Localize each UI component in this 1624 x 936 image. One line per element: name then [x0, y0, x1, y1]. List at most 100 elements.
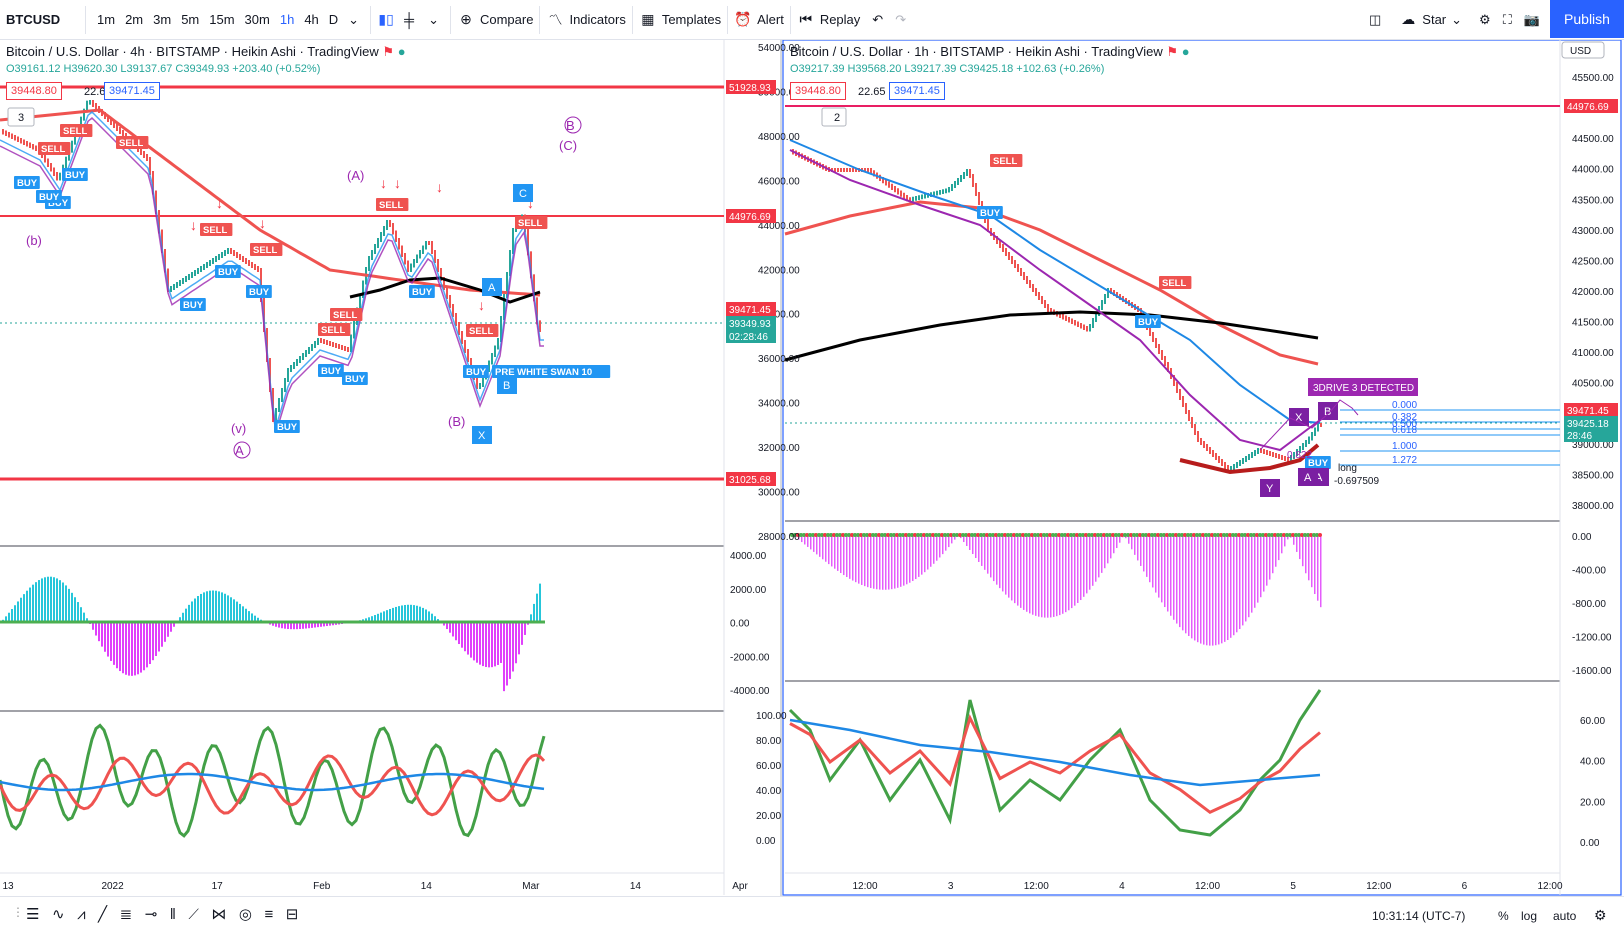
replay-button[interactable]: ⏮ Replay — [791, 0, 866, 40]
interval-15m[interactable]: 15m — [209, 12, 235, 27]
right-osc-bar — [993, 535, 995, 582]
bars-pattern-icon[interactable]: ‖ — [169, 906, 176, 923]
left-osc-bar — [368, 617, 370, 622]
right-osc-dot — [1027, 533, 1031, 537]
left-osc-bar — [50, 576, 52, 622]
right-osc-dot — [1225, 533, 1229, 537]
interval-2m[interactable]: 2m — [125, 12, 144, 27]
right-candle — [1275, 453, 1277, 458]
left-candle — [224, 250, 226, 256]
left-ask-box[interactable]: 39471.45 — [104, 82, 160, 100]
elliott-icon[interactable]: ⩘ — [77, 906, 86, 923]
interval-4h[interactable]: 4h — [304, 12, 319, 27]
right-candle — [1221, 459, 1223, 466]
alert-button[interactable]: ⏰ Alert — [728, 5, 791, 34]
right-osc-dot — [1111, 533, 1115, 537]
left-osc-bar — [143, 622, 145, 671]
right-osc-dot — [871, 533, 875, 537]
right-osc-dot — [1234, 533, 1238, 537]
chevron-down-icon[interactable]: ⌄ — [348, 11, 360, 27]
right-osc-bar — [1077, 535, 1079, 603]
right-osc-dot — [1063, 533, 1067, 537]
left-swan-signal-bg — [492, 365, 611, 378]
fib-icon[interactable]: ≣ — [119, 906, 133, 923]
interval-5m[interactable]: 5m — [181, 12, 200, 27]
settings-button[interactable]: ⚙ — [1473, 0, 1497, 40]
right-bid-box[interactable]: 39448.80 — [790, 82, 846, 100]
log-toggle[interactable]: log — [1521, 909, 1538, 923]
clock-display[interactable]: 10:31:14 (UTC-7) — [1372, 909, 1466, 923]
gear-icon: ⚙ — [1479, 11, 1491, 27]
right-osc-bar — [846, 535, 848, 578]
right-osc-bar — [825, 535, 827, 562]
snapshot-button[interactable]: 📷 — [1518, 0, 1546, 40]
left-candle — [296, 359, 298, 366]
right-candle — [1074, 320, 1076, 326]
xabcd-icon[interactable]: ⋈ — [211, 906, 227, 923]
interval-3m[interactable]: 3m — [153, 12, 172, 27]
brush-icon[interactable]: ≡ — [264, 906, 274, 923]
left-bid-box[interactable]: 39448.80 — [6, 82, 62, 100]
drag-handle-icon[interactable]: ⋮ — [12, 905, 24, 919]
chart-area[interactable]: BUYBUYBUYBUYSELLSELLSELLSELLSELLSELLSELL… — [0, 40, 1624, 920]
left-buy-signal-bg — [318, 364, 344, 377]
measure-icon[interactable]: ⊟ — [285, 906, 299, 923]
interval-30m[interactable]: 30m — [244, 12, 270, 27]
right-osc-bar — [1308, 535, 1310, 581]
interval-d[interactable]: D — [328, 12, 339, 27]
pattern-icon[interactable]: ∿ — [51, 906, 65, 923]
right-osc-dot — [946, 533, 950, 537]
left-osc-bar — [173, 622, 175, 627]
left-candle — [290, 365, 292, 372]
chart-style-button[interactable]: ▮▯ ╪ ⌄ — [371, 5, 451, 34]
auto-toggle[interactable]: auto — [1553, 909, 1577, 923]
horizontal-line-icon[interactable]: ⊸ — [144, 906, 158, 923]
right-osc-dot — [1126, 533, 1130, 537]
right-osc-bar — [1293, 535, 1295, 545]
right-osc-bar — [1017, 535, 1019, 606]
fullscreen-button[interactable]: ⛶ — [1497, 0, 1518, 40]
ray-icon[interactable]: ⟋ — [188, 906, 199, 923]
right-ask-box[interactable]: 39471.45 — [889, 82, 945, 100]
left-candle — [449, 295, 451, 308]
right-osc-bar — [1068, 535, 1070, 611]
right-osc-bar — [873, 535, 875, 589]
right-osc-bar — [1242, 535, 1244, 626]
left-osc-bar — [188, 604, 190, 622]
left-candle — [416, 254, 418, 263]
right-osc-bar — [900, 535, 902, 587]
left-candle — [425, 241, 427, 250]
right-rsi-tick: 60.00 — [1580, 716, 1605, 727]
star-button[interactable]: ☁ Star ⌄ — [1393, 0, 1473, 40]
right-osc-bar — [1143, 535, 1145, 572]
cycle-icon[interactable]: ◎ — [238, 906, 252, 923]
left-osc-bar — [32, 584, 34, 622]
compare-button[interactable]: ⊕ Compare — [451, 5, 541, 34]
right-osc-dot — [1072, 533, 1076, 537]
percent-toggle[interactable]: % — [1498, 909, 1509, 923]
undo-button[interactable]: ↶ — [866, 0, 889, 40]
trendline-icon[interactable]: ╱ — [98, 906, 108, 923]
left-candle — [281, 388, 283, 402]
left-candle — [74, 132, 76, 145]
templates-button[interactable]: ▦ Templates — [633, 5, 729, 34]
symbol-search[interactable]: BTCUSD — [0, 5, 86, 34]
left-candle — [380, 232, 382, 242]
interval-1m[interactable]: 1m — [97, 12, 116, 27]
interval-1h[interactable]: 1h — [279, 12, 295, 27]
layout-button[interactable]: ◫ — [1363, 0, 1387, 40]
left-wave-label: A — [235, 443, 244, 458]
gear-icon[interactable]: ⚙ — [1594, 907, 1607, 923]
right-candle — [969, 169, 971, 178]
right-osc-bar — [1173, 535, 1175, 620]
left-osc-bar — [65, 585, 67, 622]
right-candle — [903, 192, 905, 199]
right-candle — [1215, 453, 1217, 460]
right-osc-dot — [1135, 533, 1139, 537]
redo-button[interactable]: ↷ — [889, 0, 912, 40]
left-swan-signal: PRE WHITE SWAN 10 — [495, 367, 592, 378]
right-osc-bar — [1047, 535, 1049, 618]
publish-button[interactable]: Publish — [1550, 0, 1624, 38]
lines-icon[interactable]: ☰ — [26, 906, 40, 923]
indicators-button[interactable]: 〽 Indicators — [540, 5, 633, 34]
